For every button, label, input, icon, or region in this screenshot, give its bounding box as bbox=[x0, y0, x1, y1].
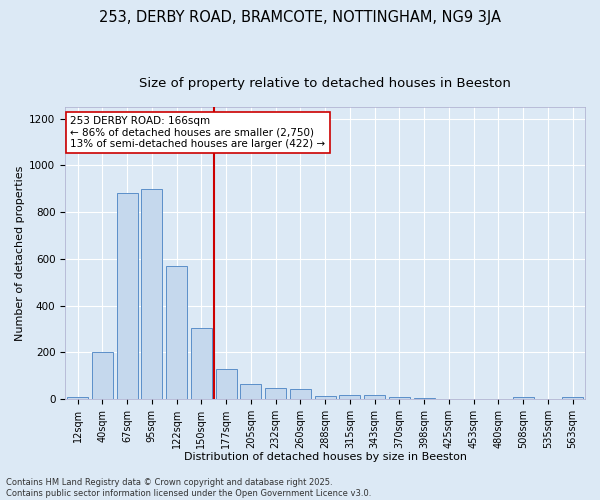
X-axis label: Distribution of detached houses by size in Beeston: Distribution of detached houses by size … bbox=[184, 452, 467, 462]
Bar bbox=[290, 390, 311, 399]
Bar bbox=[116, 194, 137, 399]
Bar bbox=[364, 396, 385, 399]
Bar bbox=[512, 398, 533, 399]
Bar bbox=[191, 328, 212, 399]
Text: 253 DERBY ROAD: 166sqm
← 86% of detached houses are smaller (2,750)
13% of semi-: 253 DERBY ROAD: 166sqm ← 86% of detached… bbox=[70, 116, 325, 149]
Title: Size of property relative to detached houses in Beeston: Size of property relative to detached ho… bbox=[139, 78, 511, 90]
Text: 253, DERBY ROAD, BRAMCOTE, NOTTINGHAM, NG9 3JA: 253, DERBY ROAD, BRAMCOTE, NOTTINGHAM, N… bbox=[99, 10, 501, 25]
Bar bbox=[240, 384, 262, 399]
Bar bbox=[265, 388, 286, 399]
Bar bbox=[314, 396, 335, 399]
Bar bbox=[413, 398, 434, 399]
Bar bbox=[340, 394, 361, 399]
Bar bbox=[562, 397, 583, 399]
Bar bbox=[166, 266, 187, 399]
Bar bbox=[141, 189, 163, 399]
Bar bbox=[215, 369, 236, 399]
Text: Contains HM Land Registry data © Crown copyright and database right 2025.
Contai: Contains HM Land Registry data © Crown c… bbox=[6, 478, 371, 498]
Y-axis label: Number of detached properties: Number of detached properties bbox=[15, 166, 25, 341]
Bar bbox=[92, 352, 113, 399]
Bar bbox=[67, 397, 88, 399]
Bar bbox=[389, 397, 410, 399]
